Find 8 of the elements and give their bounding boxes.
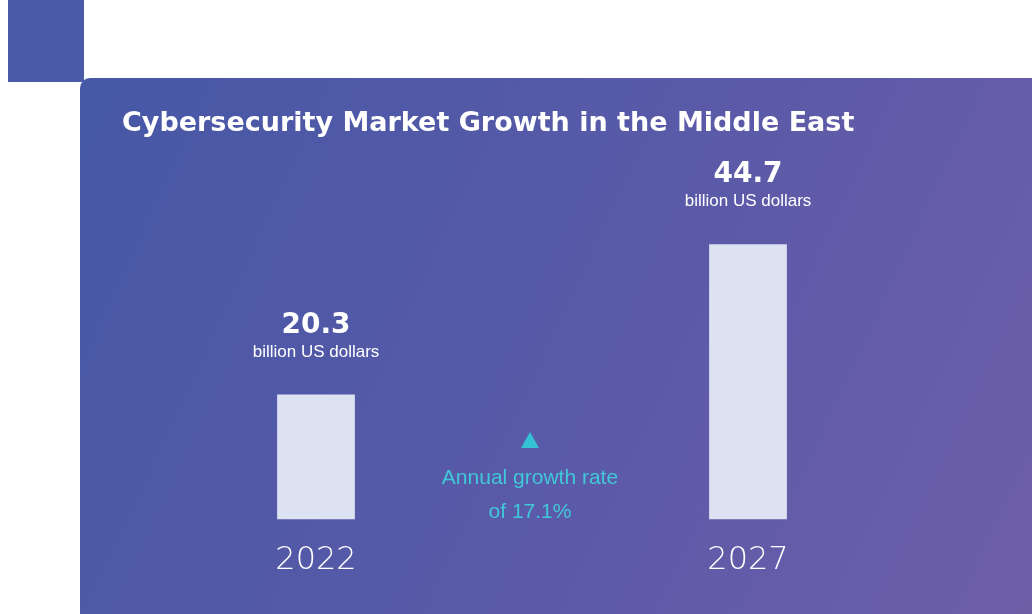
- annotation: billion US dollars: [684, 191, 812, 211]
- x-tick-label: 2022: [275, 539, 357, 578]
- annotation: billion US dollars: [252, 341, 380, 361]
- data-label: 20.3: [281, 306, 351, 340]
- data-label: 44.7: [713, 156, 783, 190]
- chart-title: Cybersecurity Market Growth in the Middle East: [122, 106, 855, 137]
- x-tick-label: 2027: [707, 539, 789, 578]
- annotation: Annual growth rate of 17.1%: [440, 464, 620, 524]
